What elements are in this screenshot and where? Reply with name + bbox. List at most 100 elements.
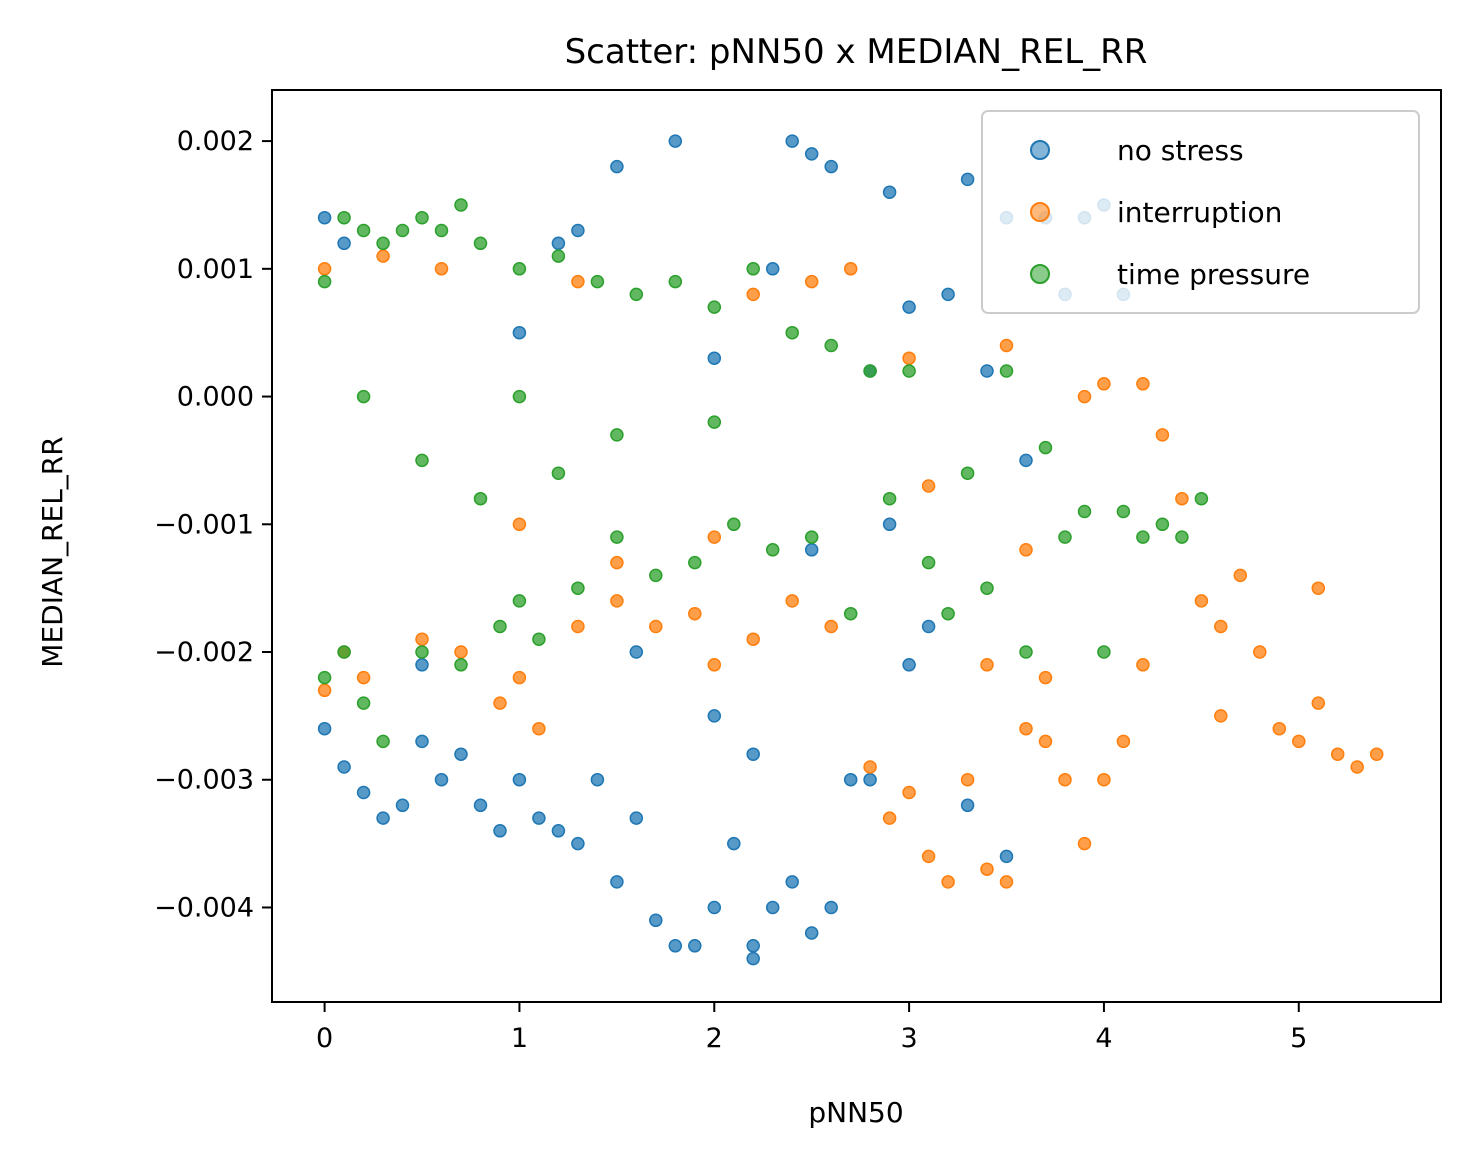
y-tick-label-0: 0.002 [177,126,254,157]
data-point-interruption-54 [434,262,449,276]
data-point-interruption-47 [1369,747,1384,761]
data-point-no-stress-40 [902,658,916,672]
data-point-interruption-1 [317,683,332,698]
data-point-interruption-33 [1116,734,1131,749]
data-point-no-stress-5 [376,811,390,825]
y-tick-label-4: −0.002 [154,637,254,668]
y-tick-label-6: −0.004 [154,892,254,923]
data-point-interruption-15 [746,632,760,646]
data-point-time-pressure-15 [493,619,507,634]
chart-title: Scatter: pNN50 x MEDIAN_REL_RR [565,32,1148,72]
data-point-interruption-7 [493,696,507,710]
data-point-interruption-26 [980,862,994,876]
data-point-interruption-12 [649,619,663,634]
data-point-no-stress-57 [707,351,722,365]
data-point-time-pressure-57 [356,389,371,404]
data-point-no-stress-38 [863,772,877,787]
data-point-interruption-13 [688,606,702,621]
data-point-time-pressure-14 [473,236,488,251]
data-point-interruption-10 [571,619,585,634]
data-point-time-pressure-20 [571,581,585,595]
data-point-time-pressure-8 [395,223,410,238]
data-point-time-pressure-38 [921,555,936,570]
data-point-no-stress-3 [337,760,351,774]
data-point-no-stress-53 [746,747,760,761]
data-point-time-pressure-27 [707,300,722,314]
data-point-no-stress-54 [629,645,644,659]
data-point-time-pressure-21 [590,274,605,289]
data-point-interruption-29 [1038,734,1053,749]
data-point-interruption-19 [843,262,858,276]
data-point-time-pressure-28 [727,517,741,532]
legend-marker-interruption [1030,202,1050,222]
data-point-no-stress-7 [415,734,429,749]
data-point-interruption-45 [1330,747,1345,761]
data-point-no-stress-27 [727,836,741,851]
data-point-time-pressure-3 [337,645,351,659]
data-point-no-stress-23 [668,939,683,953]
data-point-time-pressure-25 [668,274,683,289]
data-point-no-stress-33 [804,147,819,161]
x-tick-label-1: 1 [511,1023,528,1054]
data-point-interruption-60 [1214,709,1228,723]
data-point-time-pressure-6 [376,734,390,749]
legend-marker-no-stress [1030,140,1050,160]
data-point-time-pressure-53 [512,389,527,404]
data-point-no-stress-8 [434,772,449,787]
y-tick-label-5: −0.003 [154,765,254,796]
data-point-interruption-40 [1233,568,1248,583]
data-point-no-stress-6 [395,798,410,813]
y-tick-label-2: 0.000 [177,382,254,413]
data-point-time-pressure-10 [415,645,429,659]
data-point-interruption-27 [999,875,1014,889]
data-point-time-pressure-58 [473,491,488,506]
legend: no stress interruption time pressure [981,110,1420,314]
data-point-interruption-32 [1097,772,1111,787]
data-point-interruption-37 [1175,491,1189,506]
data-point-interruption-36 [1155,428,1170,442]
data-point-no-stress-29 [746,939,760,953]
data-point-interruption-61 [1311,696,1326,710]
data-point-no-stress-35 [824,159,838,174]
data-point-interruption-25 [960,772,975,787]
data-point-no-stress-42 [941,287,955,302]
x-tick-label-2: 2 [706,1023,723,1054]
x-axis: 0 1 2 3 4 5 [316,1002,1307,1054]
y-tick-label-3: −0.001 [154,509,254,540]
data-point-no-stress-37 [843,772,858,787]
data-point-interruption-58 [1019,543,1033,557]
data-point-no-stress-19 [610,159,624,174]
data-point-time-pressure-13 [454,658,468,672]
data-point-no-stress-55 [415,658,429,672]
data-point-no-stress-12 [512,772,527,787]
data-point-interruption-18 [824,619,838,634]
data-point-no-stress-16 [590,772,605,787]
y-axis: 0.002 0.001 0.000 −0.001 −0.002 −0.003 −0.004 [154,126,272,923]
legend-marker-time-pressure [1030,264,1050,284]
data-point-time-pressure-55 [610,428,624,442]
data-point-interruption-6 [454,645,468,659]
data-point-time-pressure-48 [1116,504,1131,519]
data-point-interruption-14 [707,658,722,672]
data-point-no-stress-21 [629,811,644,825]
data-point-time-pressure-54 [415,453,429,468]
data-point-interruption-31 [1077,836,1092,851]
data-point-no-stress-25 [688,939,702,953]
data-point-no-stress-31 [785,134,799,148]
data-point-interruption-8 [512,670,527,685]
data-point-no-stress-9 [454,747,468,761]
legend-label-time-pressure: time pressure [1117,258,1310,291]
data-point-interruption-34 [1097,377,1111,391]
data-point-interruption-28 [1019,721,1033,736]
data-point-time-pressure-22 [610,530,624,544]
data-point-time-pressure-24 [649,568,663,583]
data-point-no-stress-10 [473,798,488,813]
data-point-interruption-56 [746,287,760,302]
data-point-time-pressure-46 [1077,504,1092,519]
data-point-time-pressure-29 [746,262,760,276]
data-point-time-pressure-9 [415,210,429,225]
data-point-time-pressure-32 [804,530,819,544]
data-point-no-stress-52 [707,709,722,723]
data-point-interruption-21 [882,811,897,825]
data-point-interruption-4 [376,249,390,263]
